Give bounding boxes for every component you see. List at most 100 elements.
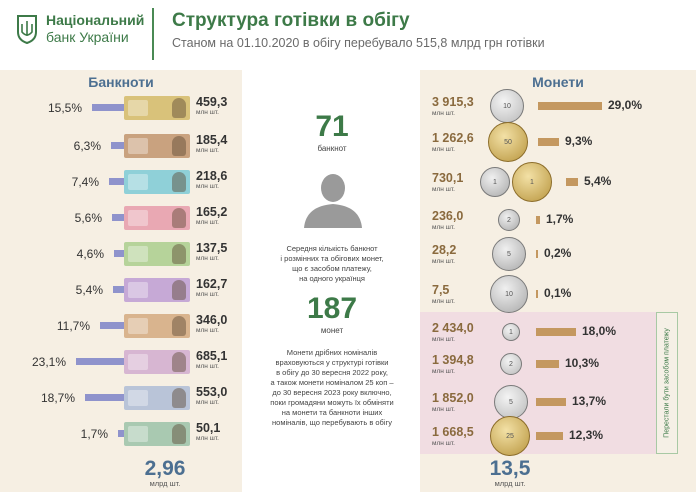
banknote-count: 137,5 [196, 241, 228, 255]
banknote-share-bar [100, 322, 124, 329]
banknote-share-bar [112, 214, 124, 221]
coin-count: 1 668,5 [432, 425, 474, 439]
banknote-unit: млн шт. [196, 109, 219, 116]
banknote-image [124, 170, 190, 194]
banknote-row: 23,1% 685,1 млн шт. [0, 349, 242, 374]
banknote-image [124, 134, 190, 158]
banknote-share: 23,1% [31, 355, 66, 369]
banknote-share: 7,4% [71, 175, 99, 189]
banknote-share-bar [113, 286, 124, 293]
coin-share: 12,3% [569, 428, 604, 442]
coin-share-bar [536, 398, 566, 406]
banknote-image [124, 96, 190, 120]
banknote-count: 165,2 [196, 205, 228, 219]
coin-unit: млн шт. [432, 298, 455, 305]
banknote-image [124, 350, 190, 374]
coin-icon: 10 [490, 275, 528, 313]
banknote-count: 685,1 [196, 349, 228, 363]
coin-unit: млн шт. [432, 440, 455, 447]
banknote-unit: млн шт. [196, 327, 219, 334]
banknote-share: 11,7% [56, 319, 90, 333]
page-subtitle: Станом на 01.10.2020 в обігу перебувало … [172, 36, 545, 50]
banknote-row: 15,5% 459,3 млн шт. [0, 95, 242, 120]
coin-unit: млн шт. [432, 186, 455, 193]
coin-icon: 2 [498, 209, 520, 231]
coin-unit: млн шт. [432, 146, 455, 153]
banknote-share: 4,6% [76, 247, 104, 261]
coin-icon: 5 [492, 237, 526, 271]
banknote-image [124, 314, 190, 338]
coin-icon: 1 [480, 167, 510, 197]
coin-share: 5,4% [584, 174, 612, 188]
banknote-unit: млн шт. [196, 399, 219, 406]
coins-title: Монети [532, 74, 584, 90]
banknote-image [124, 242, 190, 266]
banknote-share-bar [92, 104, 124, 111]
coin-count: 1 852,0 [432, 391, 474, 405]
banknote-share: 15,5% [47, 101, 82, 115]
coin-unit: млн шт. [432, 368, 455, 375]
small-coins-note: Монети дрібних номіналів враховуються у … [270, 348, 394, 427]
coin-share: 29,0% [608, 98, 643, 112]
coin-count: 7,5 [432, 283, 450, 297]
banknote-image [124, 386, 190, 410]
coin-icon: 1 [512, 162, 552, 202]
banknote-image [124, 422, 190, 446]
banknote-share: 6,3% [73, 139, 101, 153]
coins-total: 13,5 млрд шт. [489, 457, 531, 488]
banknote-count: 218,6 [196, 169, 228, 183]
banknote-share: 18,7% [40, 391, 75, 405]
average-description: Середня кількість банкнот і розмінних та… [280, 244, 384, 283]
coin-count: 1 394,8 [432, 353, 474, 367]
coin-count: 1 262,6 [432, 131, 474, 145]
coin-icon: 5 [494, 385, 528, 419]
banknote-share-bar [76, 358, 124, 365]
coin-share-bar [536, 216, 540, 224]
coin-icon: 2 [500, 353, 522, 375]
coin-count: 730,1 [432, 171, 464, 185]
coin-unit: млн шт. [432, 224, 455, 231]
coin-share: 0,1% [544, 286, 572, 300]
coin-icon: 50 [488, 122, 528, 162]
banknote-share-bar [85, 394, 124, 401]
banknote-share: 5,4% [75, 283, 103, 297]
banknote-count: 459,3 [196, 95, 228, 109]
banknote-unit: млн шт. [196, 219, 219, 226]
banknote-share-bar [111, 142, 124, 149]
banknote-unit: млн шт. [196, 363, 219, 370]
banknote-unit: млн шт. [196, 435, 219, 442]
coin-share-bar [536, 250, 538, 258]
banknote-count: 346,0 [196, 313, 228, 327]
coin-share-bar [536, 432, 563, 440]
coin-share: 10,3% [565, 356, 600, 370]
banknote-row: 7,4% 218,6 млн шт. [0, 169, 242, 194]
banknote-row: 18,7% 553,0 млн шт. [0, 385, 242, 410]
banknote-row: 5,6% 165,2 млн шт. [0, 205, 242, 230]
coin-share: 9,3% [565, 134, 593, 148]
coin-share-bar [566, 178, 578, 186]
coin-icon: 25 [490, 416, 530, 456]
banknote-share: 5,6% [74, 211, 102, 225]
coin-count: 236,0 [432, 209, 464, 223]
coin-share-bar [538, 138, 559, 146]
banknote-count: 185,4 [196, 133, 228, 147]
banknote-row: 5,4% 162,7 млн шт. [0, 277, 242, 302]
coin-share-bar [538, 102, 602, 110]
coin-count: 2 434,0 [432, 321, 474, 335]
banknote-image [124, 278, 190, 302]
person-icon [304, 174, 362, 228]
banknotes-title: Банкноти [88, 74, 154, 90]
page-title: Структура готівки в обігу [172, 10, 410, 31]
coin-share: 1,7% [546, 212, 574, 226]
coin-unit: млн шт. [432, 110, 455, 117]
coin-count: 28,2 [432, 243, 457, 257]
banknote-count: 50,1 [196, 421, 221, 435]
banknotes-panel: Банкноти [0, 70, 242, 492]
banknote-unit: млн шт. [196, 291, 219, 298]
header-divider [152, 8, 154, 60]
coin-share: 0,2% [544, 246, 572, 260]
coin-unit: млн шт. [432, 258, 455, 265]
coin-icon: 10 [490, 89, 524, 123]
nbu-logo-icon [17, 15, 37, 44]
coin-unit: млн шт. [432, 406, 455, 413]
